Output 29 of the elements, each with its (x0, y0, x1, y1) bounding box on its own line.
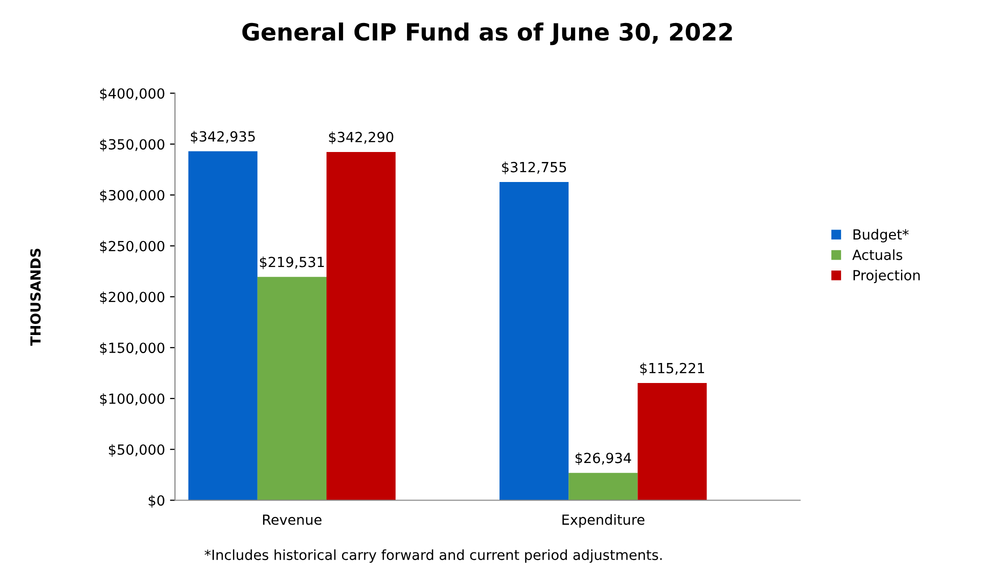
bar (638, 383, 707, 500)
legend-label: Projection (854, 270, 920, 284)
data-label: $115,221 (640, 362, 704, 376)
data-label: $26,934 (576, 452, 632, 466)
y-tick-label: $350,000 (100, 138, 164, 152)
data-label: $342,290 (329, 132, 394, 144)
y-tick-label: $400,000 (100, 88, 164, 101)
bar (500, 182, 569, 500)
y-tick-label: $0 (148, 494, 164, 508)
y-tick-label: $300,000 (100, 190, 164, 202)
y-tick-label: $100,000 (100, 393, 164, 406)
text: *Includes historical carry forward and current period adjustments. (204, 549, 662, 563)
y-axis-title: THOUSANDS (30, 248, 41, 346)
y-tick-label: $150,000 (100, 342, 164, 355)
bar (188, 151, 258, 500)
bar (257, 276, 327, 500)
data-label: $312,755 (502, 162, 566, 174)
data-label: $342,935 (190, 130, 255, 144)
chart-title: General CIP Fund as of June 30, 2022 (242, 22, 732, 46)
bar (568, 472, 638, 500)
legend-label: Actuals (852, 249, 902, 260)
x-tick-label: Expenditure (562, 514, 644, 528)
legend-label: Budget* (854, 228, 909, 242)
x-tick-label: Revenue (263, 514, 322, 525)
y-tick-label: $200,000 (100, 291, 164, 304)
y-tick-label: $250,000 (100, 240, 164, 254)
y-tick-label: $50,000 (108, 444, 164, 457)
bar (326, 152, 396, 500)
data-label: $219,531 (260, 256, 324, 270)
